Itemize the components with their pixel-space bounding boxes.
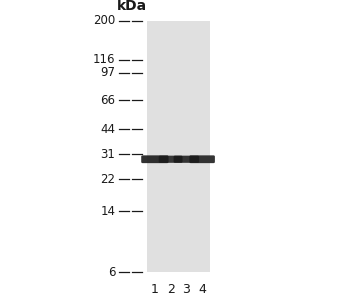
Bar <box>147 21 210 272</box>
Text: 14: 14 <box>100 205 116 218</box>
Text: 44: 44 <box>100 123 116 136</box>
FancyBboxPatch shape <box>141 155 169 163</box>
Text: 2: 2 <box>167 283 175 295</box>
Text: 6: 6 <box>108 266 116 279</box>
FancyBboxPatch shape <box>174 156 199 163</box>
Text: 3: 3 <box>182 283 190 295</box>
Text: 4: 4 <box>198 283 206 295</box>
Text: 116: 116 <box>93 54 116 66</box>
FancyBboxPatch shape <box>159 156 183 163</box>
Text: 31: 31 <box>101 148 116 161</box>
Text: 22: 22 <box>100 173 116 185</box>
Text: 66: 66 <box>100 94 116 107</box>
Text: 1: 1 <box>151 283 159 295</box>
Text: 200: 200 <box>93 14 116 28</box>
FancyBboxPatch shape <box>189 155 215 163</box>
Text: 97: 97 <box>100 66 116 79</box>
Text: kDa: kDa <box>117 0 147 13</box>
